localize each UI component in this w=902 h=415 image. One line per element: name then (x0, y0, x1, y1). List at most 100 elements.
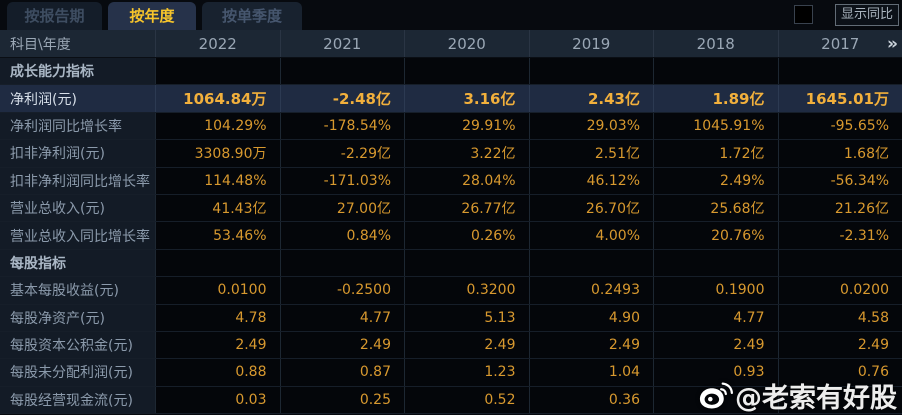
cell-value: 2.51亿 (529, 140, 654, 166)
cell-value: 114.48% (155, 168, 280, 194)
cell-value: 0.52 (404, 387, 529, 413)
cell-value: 1.04 (529, 359, 654, 385)
row-label: 成长能力指标 (0, 58, 155, 84)
cell-value (653, 387, 778, 413)
cell-value: 3308.90万 (155, 140, 280, 166)
cell-value: 0.0100 (155, 277, 280, 303)
cell-value (529, 250, 654, 276)
cell-value: 0.36 (529, 387, 654, 413)
show-yoy-label[interactable]: 显示同比 (835, 4, 899, 26)
cell-value: 4.90 (529, 305, 654, 331)
more-columns-icon[interactable]: » (887, 34, 896, 54)
cell-value (404, 58, 529, 84)
year-header-label: 2019 (572, 35, 610, 53)
cell-value: 29.03% (529, 113, 654, 139)
tab-by-report-period[interactable]: 按报告期 (7, 2, 102, 30)
cell-value: 4.78 (155, 305, 280, 331)
show-yoy-checkbox[interactable] (794, 5, 813, 24)
row-label: 净利润同比增长率 (0, 113, 155, 139)
cell-value: 27.00亿 (280, 195, 405, 221)
cell-value: 28.04% (404, 168, 529, 194)
row-label: 每股指标 (0, 250, 155, 276)
cell-value (653, 250, 778, 276)
cell-value: 2.49 (280, 332, 405, 358)
cell-value (778, 58, 902, 84)
cell-value: 53.46% (155, 222, 280, 248)
cell-value: 3.16亿 (404, 85, 529, 111)
cell-value: 25.68亿 (653, 195, 778, 221)
row-label: 每股经营现金流(元) (0, 387, 155, 413)
cell-value: 4.58 (778, 305, 902, 331)
row-label: 扣非净利润同比增长率 (0, 168, 155, 194)
cell-value (155, 58, 280, 84)
cell-value: 29.91% (404, 113, 529, 139)
cell-value (653, 58, 778, 84)
cell-value (404, 250, 529, 276)
year-header-3: 2019 (529, 30, 654, 57)
tab-by-single-quarter[interactable]: 按单季度 (202, 2, 302, 30)
cell-value: 1.23 (404, 359, 529, 385)
cell-value: 4.00% (529, 222, 654, 248)
cell-value: 2.49 (529, 332, 654, 358)
cell-value: -2.31% (778, 222, 902, 248)
year-header-5: 2017 » (778, 30, 902, 57)
table-row[interactable]: 成长能力指标 (0, 58, 902, 85)
cell-value: 0.0200 (778, 277, 902, 303)
cell-value: 0.2493 (529, 277, 654, 303)
cell-value: 5.13 (404, 305, 529, 331)
cell-value: 1.72亿 (653, 140, 778, 166)
cell-value: -2.29亿 (280, 140, 405, 166)
table-row[interactable]: 每股指标 (0, 250, 902, 277)
cell-value: 0.88 (155, 359, 280, 385)
row-label: 营业总收入(元) (0, 195, 155, 221)
cell-value: 0.93 (653, 359, 778, 385)
cell-value: 26.70亿 (529, 195, 654, 221)
row-label: 营业总收入同比增长率 (0, 222, 155, 248)
cell-value: 4.77 (653, 305, 778, 331)
cell-value: -171.03% (280, 168, 405, 194)
cell-value: -0.2500 (280, 277, 405, 303)
row-label: 每股净资产(元) (0, 305, 155, 331)
cell-value: 41.43亿 (155, 195, 280, 221)
cell-value: 21.26亿 (778, 195, 902, 221)
cell-value: 0.03 (155, 387, 280, 413)
year-header-label: 2017 (821, 35, 859, 53)
cell-value (155, 250, 280, 276)
cell-value: 2.49 (404, 332, 529, 358)
year-header-4: 2018 (653, 30, 778, 57)
cell-value: 1045.91% (653, 113, 778, 139)
tab-by-year[interactable]: 按年度 (108, 2, 196, 30)
cell-value: 1.89亿 (653, 85, 778, 111)
cell-value: 0.1900 (653, 277, 778, 303)
period-tab-bar: 按报告期 按年度 按单季度 显示同比 (0, 0, 902, 30)
row-label: 基本每股收益(元) (0, 277, 155, 303)
cell-value: 0.26% (404, 222, 529, 248)
year-header-label: 2018 (697, 35, 735, 53)
row-label: 净利润(元) (0, 85, 155, 111)
cell-value: 2.49 (155, 332, 280, 358)
cell-value: 0.25 (280, 387, 405, 413)
cell-value: 46.12% (529, 168, 654, 194)
corner-header: 科目\年度 (0, 30, 155, 57)
cell-value (529, 58, 654, 84)
cell-value: 104.29% (155, 113, 280, 139)
cell-value: 1.68亿 (778, 140, 902, 166)
cell-value: 2.43亿 (529, 85, 654, 111)
cell-value: -56.34% (778, 168, 902, 194)
row-label: 每股未分配利润(元) (0, 359, 155, 385)
year-header-1: 2021 (280, 30, 405, 57)
cell-value: 26.77亿 (404, 195, 529, 221)
